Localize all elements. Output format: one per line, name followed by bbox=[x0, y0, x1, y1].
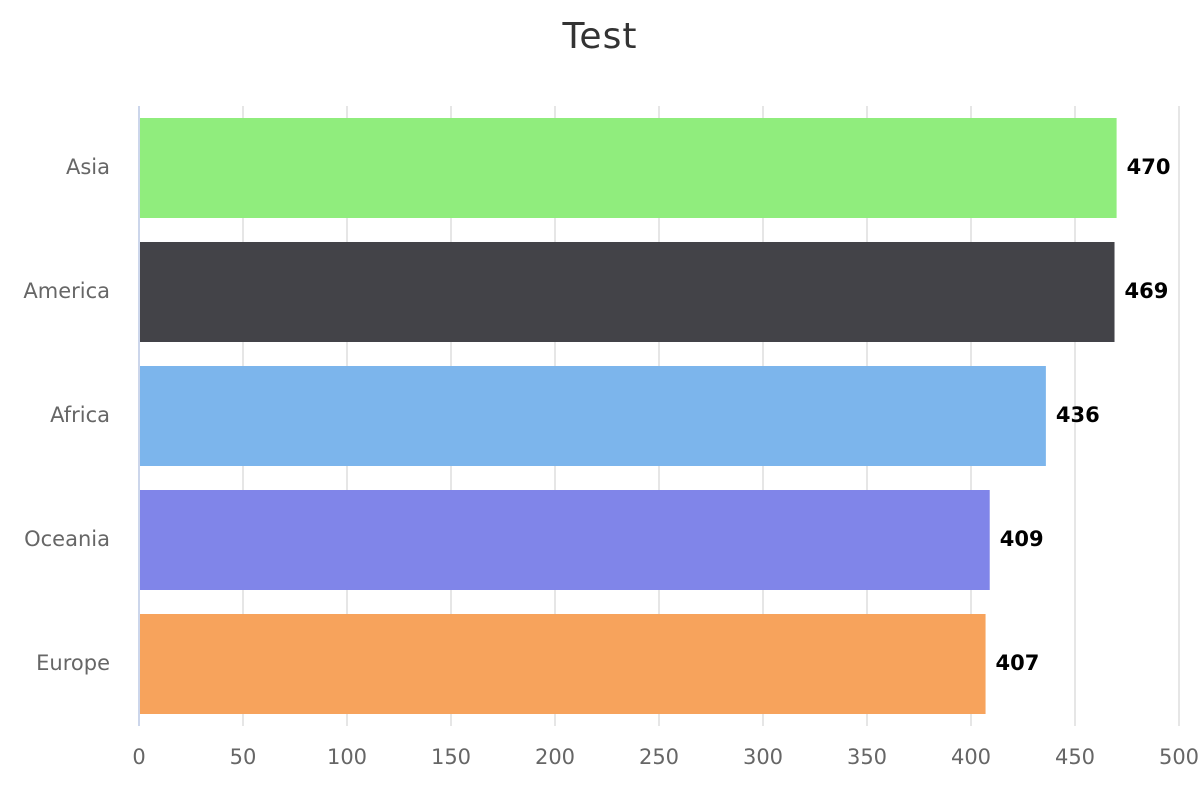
bar-america bbox=[139, 242, 1115, 342]
category-label: Africa bbox=[50, 403, 110, 427]
x-tick-label: 0 bbox=[132, 745, 145, 769]
chart-title: Test bbox=[562, 16, 638, 57]
data-label: 436 bbox=[1056, 403, 1100, 427]
bar-africa bbox=[139, 366, 1046, 466]
category-label: Oceania bbox=[24, 527, 110, 551]
x-tick-label: 350 bbox=[847, 745, 887, 769]
x-tick-label: 200 bbox=[535, 745, 575, 769]
x-tick-label: 150 bbox=[431, 745, 471, 769]
data-label: 407 bbox=[996, 651, 1040, 675]
data-label: 469 bbox=[1125, 279, 1169, 303]
data-label: 409 bbox=[1000, 527, 1044, 551]
category-axis: Asia America Africa Oceania Europe bbox=[23, 155, 110, 675]
value-axis: 0 50 100 150 200 250 300 350 400 450 500 bbox=[132, 745, 1199, 769]
category-label: Asia bbox=[66, 155, 110, 179]
bar-oceania bbox=[139, 490, 990, 590]
data-labels: 470 469 436 409 407 bbox=[996, 155, 1171, 675]
x-tick-label: 50 bbox=[230, 745, 257, 769]
category-label: Europe bbox=[36, 651, 110, 675]
data-label: 470 bbox=[1127, 155, 1171, 179]
x-tick-label: 100 bbox=[327, 745, 367, 769]
bars bbox=[139, 118, 1117, 714]
x-tick-label: 300 bbox=[743, 745, 783, 769]
bar-europe bbox=[139, 614, 986, 714]
x-tick-label: 450 bbox=[1055, 745, 1095, 769]
bar-asia bbox=[139, 118, 1117, 218]
x-tick-label: 250 bbox=[639, 745, 679, 769]
x-tick-label: 500 bbox=[1159, 745, 1199, 769]
category-label: America bbox=[23, 279, 110, 303]
x-tick-label: 400 bbox=[951, 745, 991, 769]
